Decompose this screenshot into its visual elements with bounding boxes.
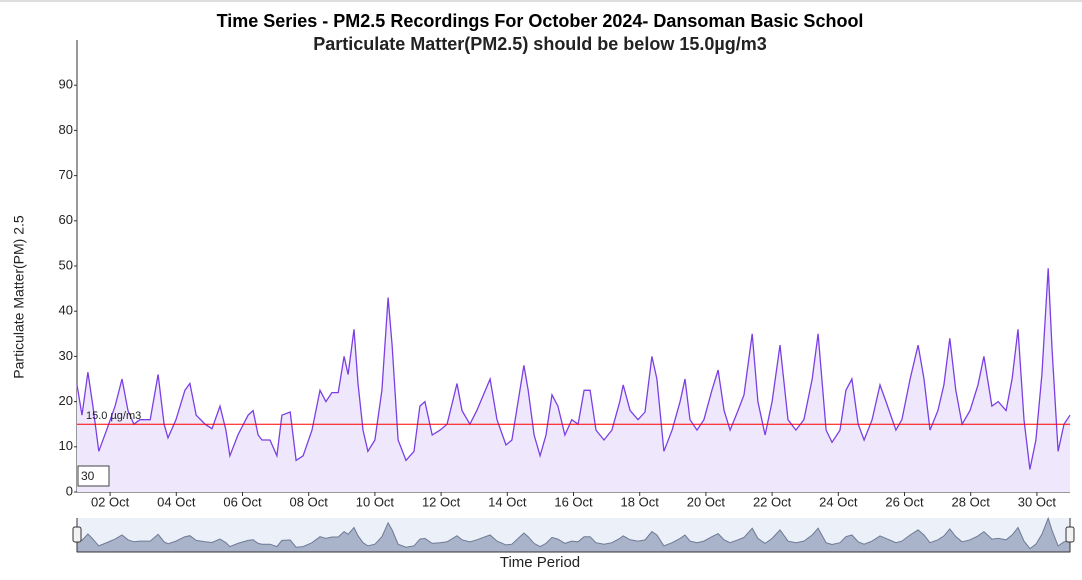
- x-tick-label: 18 Oct: [621, 494, 660, 509]
- range-input: 30: [81, 469, 95, 483]
- chart-title: Time Series - PM2.5 Recordings For Octob…: [217, 11, 864, 31]
- y-tick-label: 90: [59, 77, 73, 92]
- x-tick-label: 08 Oct: [290, 494, 329, 509]
- x-tick-label: 06 Oct: [223, 494, 262, 509]
- x-axis-label: Time Period: [500, 554, 580, 571]
- x-tick-label: 30 Oct: [1018, 494, 1057, 509]
- line: [76, 268, 1071, 470]
- y-tick-label: 50: [59, 257, 73, 272]
- threshold-label: 15.0 µg/m3: [86, 410, 141, 422]
- x-tick-label: 12 Oct: [422, 494, 461, 509]
- x-tick-label: 24 Oct: [819, 494, 858, 509]
- navigator-handle: [1065, 526, 1075, 543]
- navigator-area: [76, 516, 1071, 553]
- x-tick-label: 04 Oct: [157, 494, 196, 509]
- y-axis-label: Particulate Matter(PM) 2.5: [11, 215, 27, 379]
- y-tick-label: 10: [59, 438, 73, 453]
- x-tick-label: 10 Oct: [356, 494, 395, 509]
- x-tick-label: 26 Oct: [885, 494, 924, 509]
- y-tick-label: 40: [59, 303, 73, 318]
- y-tick-label: 70: [59, 167, 73, 182]
- range-input-box: [77, 465, 110, 487]
- y-tick-label: 30: [59, 348, 73, 363]
- x-tick-label: 22 Oct: [753, 494, 792, 509]
- x-tick-label: 02 Oct: [91, 494, 130, 509]
- area: [77, 268, 1070, 492]
- x-tick-label: 28 Oct: [952, 494, 991, 509]
- y-tick-label: 0: [66, 483, 73, 498]
- x-tick-label: 20 Oct: [687, 494, 726, 509]
- chart-subtitle: Particulate Matter(PM2.5) should be belo…: [313, 34, 766, 54]
- x-tick-label: 16 Oct: [554, 494, 593, 509]
- y-tick-label: 20: [59, 393, 73, 408]
- navigator-handle: [72, 526, 82, 543]
- y-tick-label: 60: [59, 212, 73, 227]
- y-tick-label: 80: [59, 122, 73, 137]
- x-tick-label: 14 Oct: [488, 494, 527, 509]
